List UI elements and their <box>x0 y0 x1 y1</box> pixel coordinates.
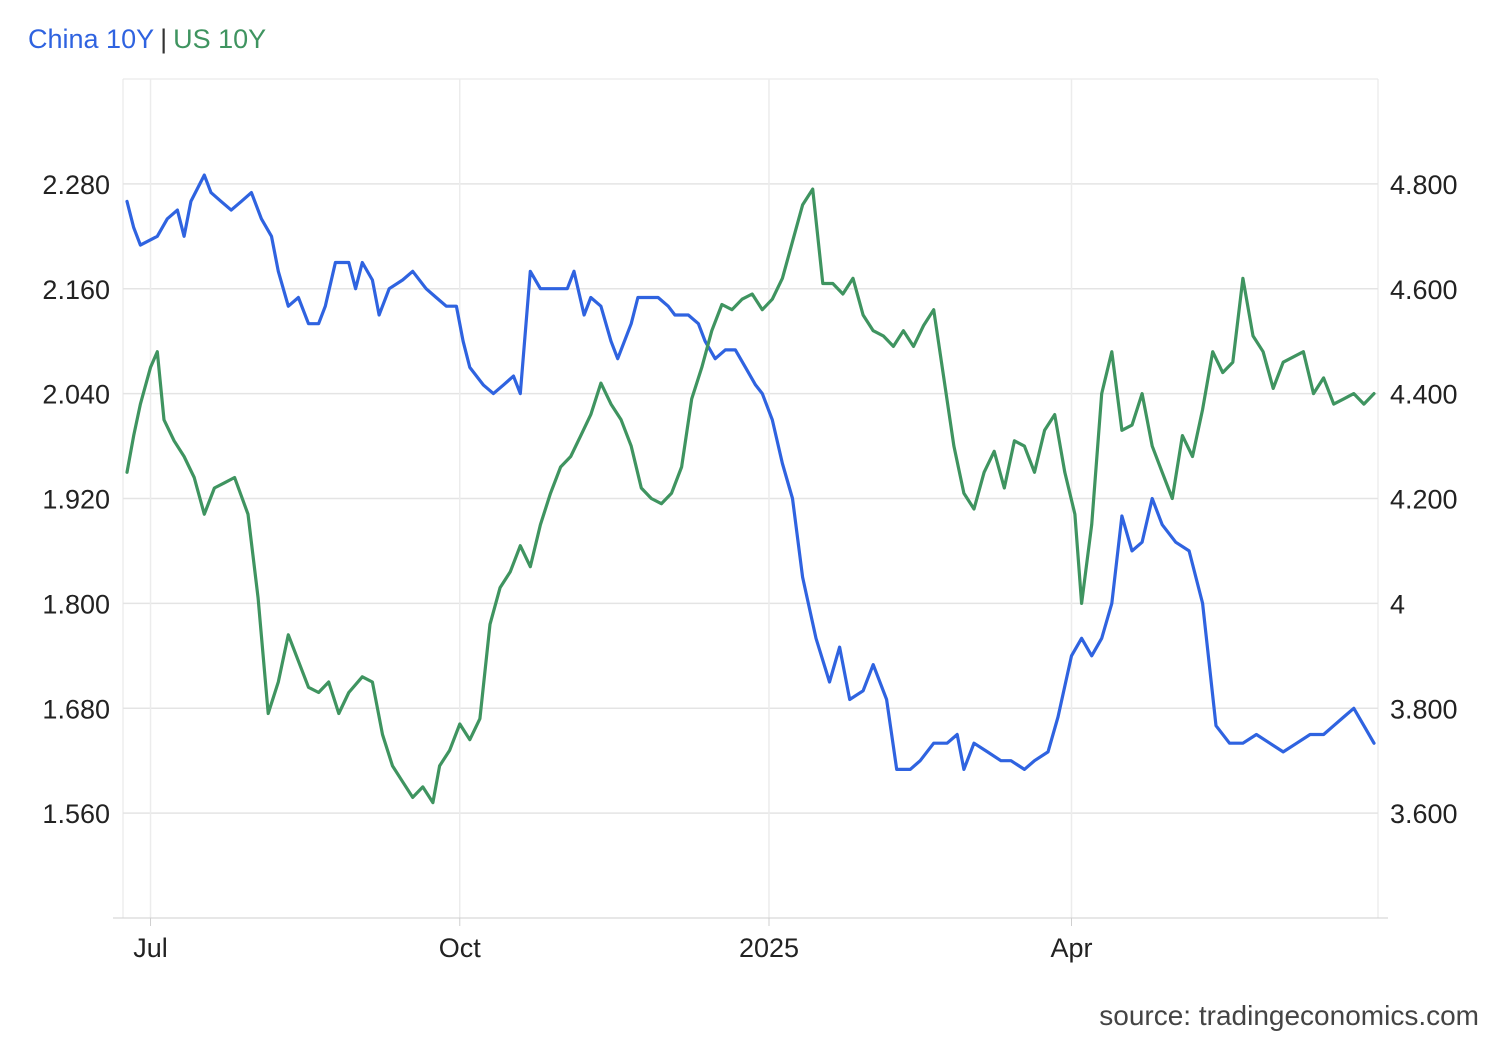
tick-label-layer: 2.280 2.160 2.040 1.920 1.800 1.680 1.560 4.800… <box>42 170 1457 963</box>
legend-us-label[interactable]: US 10Y <box>173 24 267 54</box>
y-right-tick-label: 4.400 <box>1390 380 1458 410</box>
x-tick-label: Jul <box>133 933 168 963</box>
y-right-tick-label: 4.600 <box>1390 275 1458 305</box>
series-layer <box>125 173 1376 805</box>
y-left-tick-label: 1.800 <box>42 589 110 619</box>
y-right-tick-label: 4.800 <box>1390 170 1458 200</box>
source-credit: source: tradingeconomics.com <box>1099 1000 1479 1031</box>
y-left-tick-label: 2.280 <box>42 170 110 200</box>
grid-layer <box>122 78 1379 918</box>
us-10y-series-line <box>125 187 1376 805</box>
china-10y-series-line <box>125 173 1376 771</box>
y-left-tick-label: 2.160 <box>42 275 110 305</box>
legend-separator: | <box>160 24 168 54</box>
x-tick-label: Oct <box>439 933 482 963</box>
axis-layer <box>113 917 1388 926</box>
chart-legend: China 10Y | US 10Y <box>28 22 266 56</box>
y-right-tick-label: 4.200 <box>1390 485 1458 515</box>
legend-china-label[interactable]: China 10Y <box>28 24 155 54</box>
y-left-tick-label: 1.680 <box>42 694 110 724</box>
y-right-tick-label: 3.600 <box>1390 799 1458 829</box>
y-left-tick-label: 2.040 <box>42 380 110 410</box>
y-right-tick-label: 4 <box>1390 589 1405 619</box>
x-tick-label: 2025 <box>739 933 799 963</box>
y-right-tick-label: 3.800 <box>1390 694 1458 724</box>
y-left-tick-label: 1.560 <box>42 799 110 829</box>
x-tick-label: Apr <box>1050 933 1092 963</box>
y-left-tick-label: 1.920 <box>42 485 110 515</box>
